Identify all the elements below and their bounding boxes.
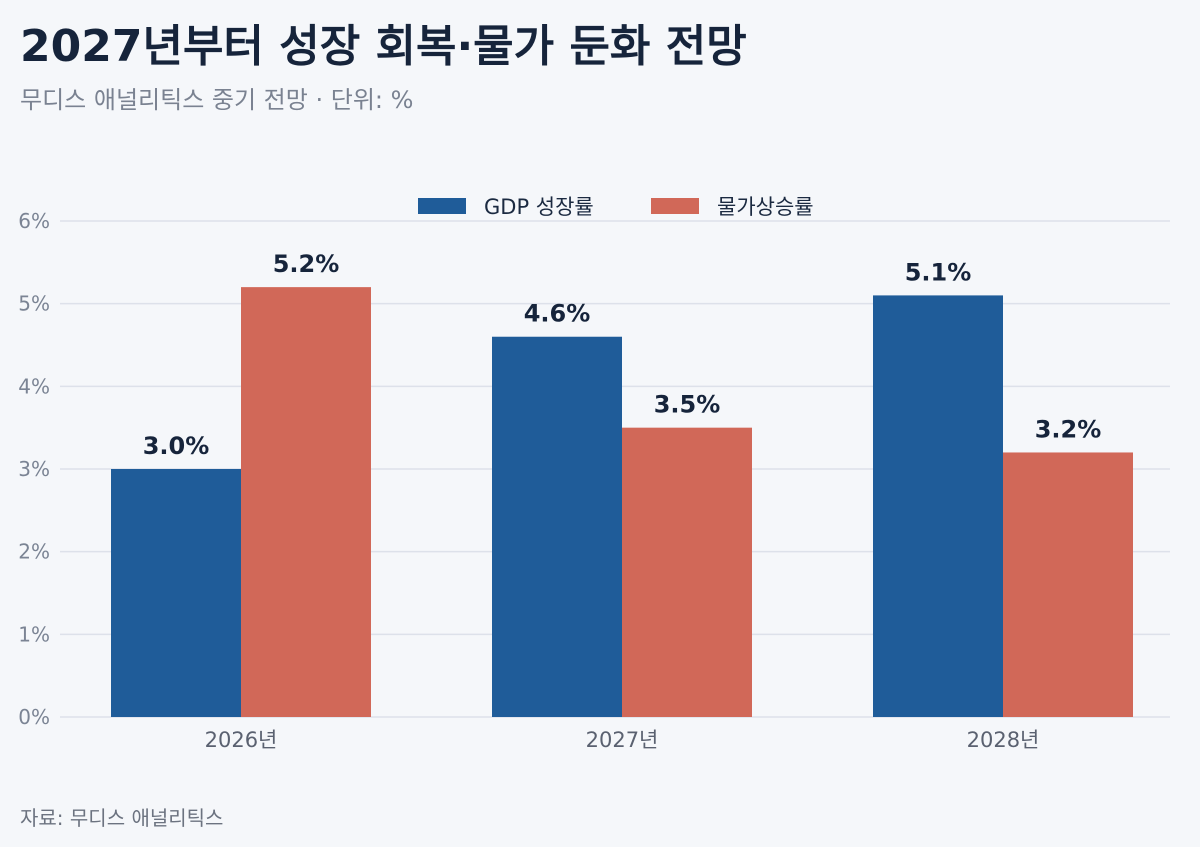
bar xyxy=(241,287,371,717)
data-label: 3.2% xyxy=(1035,415,1102,443)
y-tick-label: 3% xyxy=(18,457,50,481)
bars xyxy=(111,287,1133,717)
x-tick-label: 2028년 xyxy=(967,728,1040,752)
data-label: 3.5% xyxy=(654,391,721,419)
y-tick-label: 6% xyxy=(18,209,50,233)
data-label: 3.0% xyxy=(143,432,210,460)
bar xyxy=(1003,452,1133,717)
chart-title: 2027년부터 성장 회복·물가 둔화 전망 xyxy=(20,21,747,72)
x-tick-label: 2026년 xyxy=(205,728,278,752)
legend-swatch xyxy=(418,198,466,214)
legend-swatch xyxy=(651,198,699,214)
y-tick-label: 2% xyxy=(18,540,50,564)
y-tick-label: 4% xyxy=(18,374,50,398)
data-label: 5.2% xyxy=(273,250,340,278)
bar xyxy=(492,336,622,717)
data-label: 4.6% xyxy=(524,300,591,328)
source-note: 자료: 무디스 애널리틱스 xyxy=(20,806,224,830)
data-label: 5.1% xyxy=(905,258,972,286)
bar xyxy=(622,427,752,717)
y-tick-label: 0% xyxy=(18,705,50,729)
y-tick-label: 5% xyxy=(18,292,50,316)
y-tick-label: 1% xyxy=(18,622,50,646)
bar xyxy=(111,469,241,717)
legend-label: GDP 성장률 xyxy=(484,195,594,219)
data-labels: 3.0% 5.2% 4.6% 3.5% 5.1% 3.2% xyxy=(143,250,1102,460)
x-tick-label: 2027년 xyxy=(586,728,659,752)
legend-label: 물가상승률 xyxy=(717,195,814,219)
bar xyxy=(873,295,1003,717)
legend: GDP 성장률 물가상승률 xyxy=(418,195,814,219)
axes: 0% 1% 2% 3% 4% 5% 6% 2026년 2027년 2028년 xyxy=(18,209,1039,752)
chart-subtitle: 무디스 애널리틱스 중기 전망 · 단위: % xyxy=(20,86,414,114)
